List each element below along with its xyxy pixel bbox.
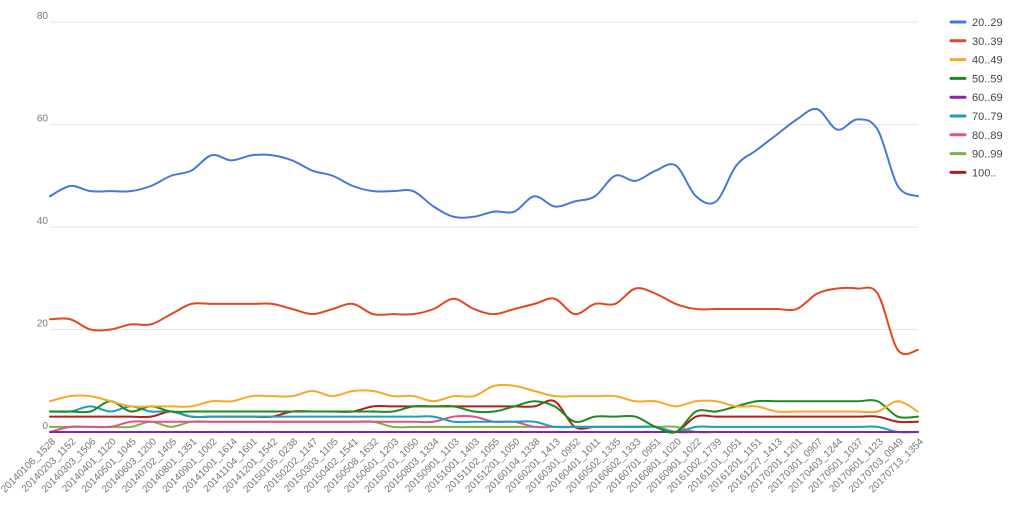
y-tick-label: 80 <box>37 11 49 22</box>
legend-label: 60..69 <box>972 92 1003 104</box>
y-axis-ticks: 0 20 40 60 80 <box>37 11 49 432</box>
legend-label: 20..29 <box>972 17 1003 29</box>
legend-label: 90..99 <box>972 149 1003 161</box>
series-line-4049 <box>49 383 919 414</box>
series-line-3039 <box>49 286 919 356</box>
y-tick-label: 40 <box>37 216 49 227</box>
legend-label: 50..59 <box>972 73 1003 85</box>
gridlines <box>50 21 918 433</box>
legend-label: 80..89 <box>972 130 1003 142</box>
legend-label: 40..49 <box>972 55 1003 67</box>
y-tick-label: 0 <box>42 421 48 432</box>
y-tick-label: 20 <box>37 319 49 330</box>
legend: 20..29 30..39 40..49 50..59 60..69 70..79 80..… <box>949 17 1003 179</box>
x-axis-ticks: 20140106_152820140203_115220140303_15062… <box>0 436 926 495</box>
series-lines <box>49 107 919 434</box>
series-line-7079 <box>49 405 919 434</box>
legend-label: 70..79 <box>972 111 1003 123</box>
series-line-2029 <box>49 107 919 219</box>
legend-label: 30..39 <box>972 36 1003 48</box>
y-tick-label: 60 <box>37 114 49 125</box>
legend-label: 100.. <box>972 167 996 179</box>
series-line-5059 <box>49 399 919 434</box>
